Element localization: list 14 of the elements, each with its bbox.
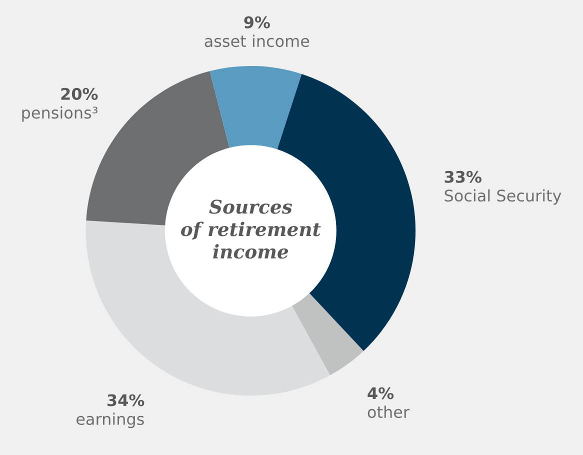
data-label: 33%	[444, 170, 482, 183]
data-label: 9%	[244, 16, 270, 28]
slice-label: earnings	[76, 412, 144, 428]
slice-label: Social Security	[444, 189, 562, 205]
donut-slice	[210, 66, 302, 150]
text: Sources of retirement income	[181, 200, 321, 259]
data-label: 20%	[61, 88, 98, 100]
data-label: 4%	[368, 387, 394, 400]
slice-label: pensions³	[22, 106, 98, 122]
data-label: 34%	[108, 394, 144, 406]
donut-slice	[86, 220, 330, 396]
slice-label: other	[368, 406, 410, 418]
slice-label: asset income	[204, 34, 310, 48]
donut-slice	[292, 293, 364, 376]
